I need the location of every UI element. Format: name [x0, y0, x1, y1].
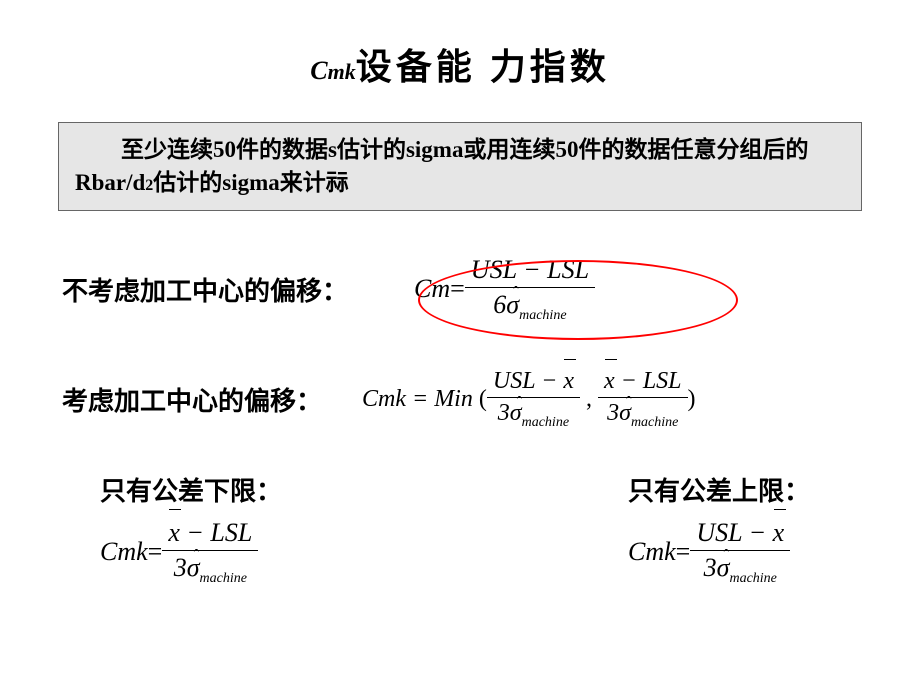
title-zh: 设备能 力指数: [356, 46, 610, 87]
lower-lhs: Cmk: [100, 537, 148, 567]
sigma-hat-icon: ˆσ: [187, 553, 200, 583]
cmk-den1-coeff: 3: [498, 400, 510, 426]
lower-den: 3ˆσmachine: [162, 551, 258, 587]
highlight-oval-icon: [418, 260, 738, 340]
label-lower: 只有公差下限：: [100, 471, 282, 508]
xbar-icon: x: [168, 518, 180, 548]
sigma-hat-icon: ˆσ: [717, 553, 730, 583]
cmk-num2: x − LSL: [598, 368, 688, 398]
cmk-num1: USL − x: [487, 368, 580, 398]
cmk-frac1: USL − x 3ˆσmachine: [487, 368, 580, 431]
cmk-frac2: x − LSL 3ˆσmachine: [598, 368, 688, 431]
row-cmk: 考虑加工中心的偏移： Cmk = Min ( USL − x 3ˆσmachin…: [0, 368, 920, 431]
label-cm: 不考虑加工中心的偏移：: [62, 271, 414, 308]
label-upper: 只有公差上限：: [628, 471, 810, 508]
cmk-den2-coeff: 3: [607, 400, 619, 426]
lower-num-tail: − LSL: [180, 518, 252, 547]
lower-sub: machine: [200, 571, 247, 586]
formula-lower: Cmk = x − LSL 3ˆσmachine: [100, 518, 258, 587]
note-tail: 估计的sigma来计祘: [153, 170, 349, 195]
upper-num: USL − x: [690, 518, 790, 551]
lower-num: x − LSL: [162, 518, 258, 551]
cmk-num1-head: USL −: [493, 368, 563, 394]
cmk-den2: 3ˆσmachine: [598, 398, 688, 431]
upper-eq: =: [676, 537, 691, 567]
lower-eq: =: [148, 537, 163, 567]
cmk-close: ): [688, 386, 696, 413]
col-upper-only: 只有公差上限： Cmk = USL − x 3ˆσmachine: [628, 471, 810, 587]
sigma-hat-icon: ˆσ: [510, 400, 522, 427]
upper-den: 3ˆσmachine: [690, 551, 790, 587]
title-symbol: C: [310, 56, 327, 85]
formula-upper: Cmk = USL − x 3ˆσmachine: [628, 518, 790, 587]
cmk-sub1: machine: [522, 415, 569, 430]
xbar-icon: x: [563, 368, 574, 395]
formula-cmk: Cmk = Min ( USL − x 3ˆσmachine , x − LSL…: [362, 368, 696, 431]
cmk-den1: 3ˆσmachine: [487, 398, 580, 431]
upper-sub: machine: [729, 571, 776, 586]
cmk-open: (: [479, 386, 487, 413]
xbar-icon: x: [773, 518, 785, 548]
upper-den-coeff: 3: [704, 553, 717, 582]
cmk-comma: ,: [586, 386, 592, 413]
label-cmk: 考虑加工中心的偏移：: [62, 381, 362, 418]
col-lower-only: 只有公差下限： Cmk = x − LSL 3ˆσmachine: [100, 471, 282, 587]
note-box: 至少连续50件的数据s估计的sigma或用连续50件的数据任意分组后的Rbar/…: [58, 122, 862, 211]
upper-frac: USL − x 3ˆσmachine: [690, 518, 790, 587]
sigma-hat-icon: ˆσ: [619, 400, 631, 427]
xbar-icon: x: [604, 368, 615, 395]
upper-lhs: Cmk: [628, 537, 676, 567]
upper-num-head: USL −: [696, 518, 772, 547]
lower-frac: x − LSL 3ˆσmachine: [162, 518, 258, 587]
title-subscript: mk: [328, 59, 356, 84]
cmk-sub2: machine: [631, 415, 678, 430]
lower-den-coeff: 3: [174, 553, 187, 582]
slide-title: Cmk设备能 力指数: [0, 0, 920, 90]
cmk-num2-tail: − LSL: [615, 368, 682, 394]
row-limits: 只有公差下限： Cmk = x − LSL 3ˆσmachine 只有公差上限：…: [0, 471, 920, 587]
cmk-lhs: Cmk = Min: [362, 386, 473, 413]
